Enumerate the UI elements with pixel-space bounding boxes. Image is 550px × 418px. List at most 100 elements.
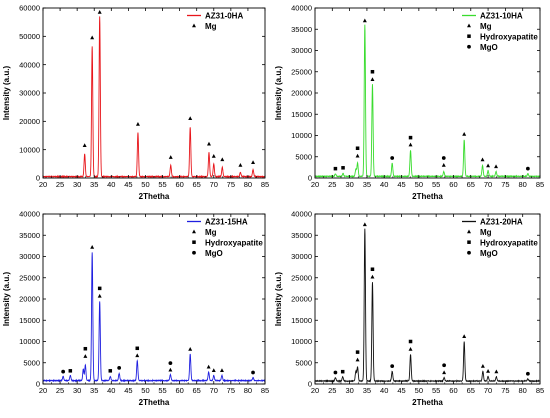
y-tick-label: 15000 (19, 316, 40, 325)
x-tick-label: 20 (39, 386, 47, 395)
peak-triangle-marker (494, 164, 499, 169)
y-tick-label: 5000 (23, 358, 40, 367)
y-tick-label: 40000 (19, 210, 40, 219)
peak-circle-marker (526, 371, 530, 376)
x-tick-label: 50 (415, 180, 423, 189)
x-tick-label: 20 (311, 386, 319, 395)
legend-label: MgO (480, 43, 498, 52)
y-axis-title: Intensity (a.u.) (2, 66, 11, 121)
legend-label: Mg (480, 228, 492, 237)
peak-circle-marker (390, 364, 395, 369)
xrd-panel-3: 20 25 30 35 40 45 50 55 60 65 70 75 80 85 0 5000 10000 15… (2, 210, 269, 407)
x-tick-label: 75 (227, 386, 235, 395)
peak-circle-marker (251, 370, 255, 375)
x-tick-label: 85 (261, 386, 269, 395)
y-tick-label: 25000 (291, 273, 312, 282)
legend-series-name: AZ31-0HA (205, 12, 243, 21)
y-tick-label: 35000 (291, 25, 312, 34)
peak-triangle-marker (90, 35, 95, 40)
y-tick-label: 40000 (291, 210, 312, 219)
peak-square-marker (370, 267, 375, 272)
peak-triangle-marker (494, 369, 499, 374)
y-tick-label: 30000 (19, 89, 40, 98)
y-tick-label: 5000 (295, 358, 312, 367)
peak-square-marker (68, 369, 73, 373)
peak-circle-marker (441, 156, 446, 160)
plot-frame (42, 7, 266, 179)
x-tick-label: 25 (56, 180, 64, 189)
peak-triangle-marker (486, 369, 491, 373)
y-tick-label: 10000 (291, 337, 312, 346)
peak-triangle-marker (83, 354, 88, 358)
legend-label: Hydroxyapatite (205, 239, 263, 248)
x-tick-label: 55 (432, 180, 440, 189)
x-tick-label: 85 (536, 180, 544, 189)
y-tick-label: 50000 (19, 32, 40, 41)
x-tick-label: 65 (467, 180, 475, 189)
x-axis-title: 2Thetha (412, 192, 443, 201)
legend-label: Hydroxyapatite (480, 33, 538, 42)
x-axis-title: 2Thetha (412, 398, 443, 407)
y-tick-label: 30000 (291, 46, 312, 55)
y-tick-label: 25000 (291, 67, 312, 76)
y-tick-label: 20000 (291, 89, 312, 98)
x-axis-title: 2Thetha (139, 398, 170, 407)
x-tick-label: 55 (432, 386, 440, 395)
peak-square-marker (408, 339, 413, 344)
legend-label: Mg (480, 22, 492, 31)
x-tick-label: 65 (193, 180, 201, 189)
y-tick-label: 5000 (295, 152, 312, 161)
x-tick-label: 65 (467, 386, 475, 395)
peak-triangle-marker (97, 10, 102, 14)
y-tick-label: 25000 (19, 273, 40, 282)
peak-triangle-marker (188, 346, 193, 351)
peak-triangle-marker (355, 153, 360, 158)
peak-triangle-marker (97, 293, 102, 298)
x-tick-label: 45 (397, 386, 405, 395)
y-tick-label: 40000 (291, 4, 312, 13)
legend-circle-marker (467, 44, 471, 49)
peak-triangle-marker (168, 367, 173, 372)
x-tick-label: 35 (90, 180, 98, 189)
peak-square-marker (108, 369, 113, 373)
peak-triangle-marker (480, 363, 485, 368)
x-tick-label: 60 (175, 180, 183, 189)
peak-triangle-marker (442, 370, 447, 375)
x-tick-label: 70 (210, 386, 218, 395)
y-tick-label: 20000 (19, 295, 40, 304)
peak-triangle-marker (82, 143, 87, 147)
x-tick-label: 30 (345, 180, 353, 189)
peak-triangle-marker (408, 142, 413, 147)
x-tick-label: 55 (158, 386, 166, 395)
x-tick-label: 50 (141, 180, 149, 189)
peak-triangle-marker (362, 222, 367, 227)
x-tick-label: 70 (484, 180, 492, 189)
y-tick-label: 10000 (291, 131, 312, 140)
legend-square-marker (467, 240, 471, 244)
legend-square-marker (192, 240, 196, 244)
xrd-panel-2: 20 25 30 35 40 45 50 55 60 65 70 75 80 85 0 5000 10000 15… (274, 4, 544, 201)
peak-triangle-marker (135, 121, 140, 126)
y-tick-label: 20000 (19, 117, 40, 126)
peak-triangle-marker (168, 155, 173, 159)
y-tick-label: 20000 (291, 295, 312, 304)
peak-triangle-marker (90, 244, 95, 249)
x-tick-label: 35 (363, 180, 371, 189)
x-tick-label: 80 (519, 180, 527, 189)
peak-circle-marker (61, 369, 66, 374)
legend-label: Hydroxyapatite (480, 239, 538, 248)
peak-circle-marker (168, 361, 173, 366)
x-tick-label: 60 (449, 180, 457, 189)
x-tick-label: 40 (380, 180, 388, 189)
x-tick-label: 60 (175, 386, 183, 395)
legend-label: MgO (205, 249, 223, 258)
peak-square-marker (341, 166, 345, 170)
y-tick-label: 30000 (291, 252, 312, 261)
x-tick-label: 80 (244, 180, 252, 189)
peak-triangle-marker (220, 157, 225, 162)
x-tick-label: 40 (380, 386, 388, 395)
peak-triangle-marker (370, 274, 375, 279)
y-tick-label: 0 (36, 174, 40, 183)
